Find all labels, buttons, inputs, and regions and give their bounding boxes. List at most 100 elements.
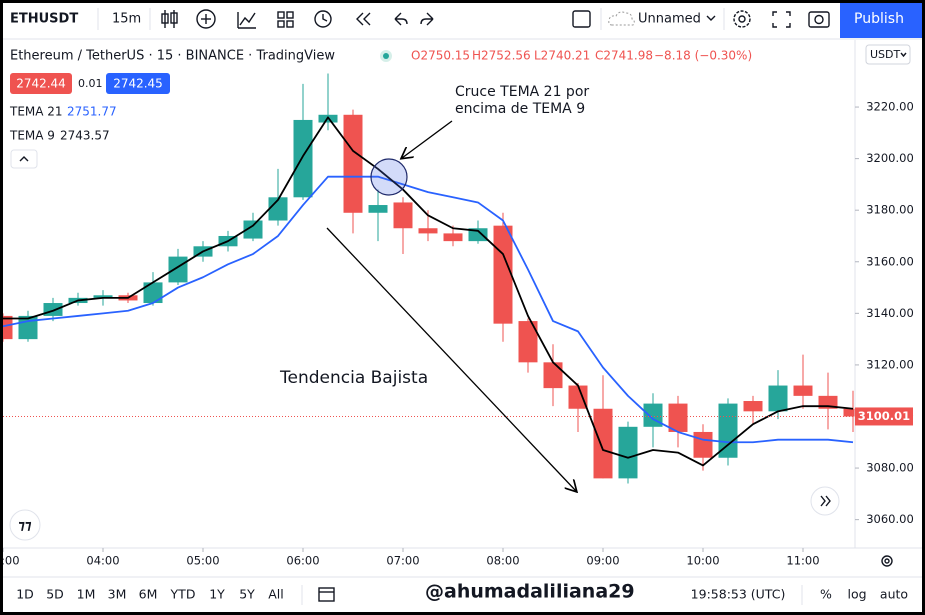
range-button[interactable]: All	[268, 587, 284, 602]
clock[interactable]: 19:58:53 (UTC)	[691, 587, 786, 602]
interval[interactable]: 15m	[112, 12, 141, 27]
range-button[interactable]: YTD	[170, 587, 196, 602]
dropdown-caret[interactable]	[706, 15, 716, 21]
axes: 3060.003080.003100.003120.003140.003160.…	[855, 100, 914, 526]
y-tick-label: 3080.00	[866, 461, 914, 475]
candle-body	[268, 197, 288, 221]
candle-body	[518, 321, 538, 363]
undo-icon[interactable]	[394, 12, 408, 26]
range-button[interactable]: 6M	[139, 587, 158, 602]
candle-body	[393, 202, 413, 229]
spread: 0.01	[78, 77, 103, 90]
candle-body	[3, 315, 13, 340]
currency-button[interactable]	[865, 44, 911, 65]
sell-button[interactable]	[10, 73, 72, 94]
x-tick-label: 07:00	[386, 554, 419, 568]
y-tick-label: 3060.00	[866, 512, 914, 526]
indicator-value: 2751.77	[67, 105, 117, 119]
logo: ⁊⁊	[9, 509, 41, 541]
collapse-caret[interactable]	[19, 156, 29, 162]
layout-name[interactable]: Unnamed	[638, 12, 701, 27]
candle-body	[843, 408, 855, 417]
collapse-button[interactable]	[10, 149, 38, 169]
trend-label: Tendencia Bajista	[279, 368, 428, 388]
candle-body	[618, 426, 638, 479]
log-toggle[interactable]: log	[847, 587, 866, 602]
y-tick-label: 3200.00	[866, 151, 914, 165]
ohlc-open: O2750.15	[411, 49, 470, 63]
publish-label[interactable]: Publish	[854, 11, 904, 27]
range-buttons: 1D 5D 1M 3M 6M YTD 1Y 5Y All	[16, 587, 284, 602]
y-tick-label: 3220.00	[866, 100, 914, 114]
cross-label: Cruce TEMA 21 por	[455, 84, 589, 100]
date-range-icon[interactable]	[318, 587, 335, 602]
candle-body	[543, 362, 563, 389]
candle-body	[743, 401, 763, 412]
y-tick-label: 3160.00	[866, 254, 914, 268]
last-price-box	[855, 407, 913, 426]
snapshot-icon[interactable]	[808, 11, 830, 28]
ohlc-change: −8.18 (−0.30%)	[654, 49, 752, 63]
candle-body	[93, 295, 113, 298]
x-tick-label: 10:00	[686, 554, 719, 568]
buy-button[interactable]	[106, 73, 170, 94]
candle-body	[593, 408, 613, 479]
fullscreen-box[interactable]	[572, 10, 591, 28]
range-button[interactable]: 1M	[77, 587, 96, 602]
symbol[interactable]: ETHUSDT	[10, 12, 78, 27]
candle-body	[493, 225, 513, 324]
axis-settings[interactable]	[881, 555, 893, 567]
alert-icon[interactable]	[314, 10, 332, 28]
candle-body	[443, 233, 463, 242]
x-tick-label: 05:00	[186, 554, 219, 568]
plot-area	[3, 73, 855, 484]
svg-text:⁊⁊: ⁊⁊	[18, 519, 32, 534]
publish-button[interactable]	[840, 0, 925, 38]
x-tick-label: 08:00	[486, 554, 519, 568]
cross-arrow	[402, 120, 453, 158]
currency-caret[interactable]	[900, 52, 907, 58]
compare-icon[interactable]	[237, 12, 256, 29]
candle-body	[693, 431, 713, 458]
candle-body	[293, 119, 313, 198]
scroll-button[interactable]	[810, 486, 840, 516]
fullscreen-icon[interactable]	[772, 11, 791, 28]
sell-price[interactable]: 2742.44	[16, 77, 66, 91]
indicator-line	[3, 175, 854, 444]
buy-price[interactable]: 2742.45	[113, 77, 163, 91]
cross-label: encima de TEMA 9	[455, 101, 585, 117]
indicators-icon[interactable]	[196, 9, 216, 29]
candle-body	[793, 385, 813, 396]
range-button[interactable]: 1Y	[209, 587, 225, 602]
redo-icon[interactable]	[420, 12, 434, 26]
candle-body	[418, 228, 438, 234]
y-tick-label: 3140.00	[866, 306, 914, 320]
candle-body	[43, 303, 63, 316]
x-tick-label: 06:00	[286, 554, 319, 568]
percent-toggle[interactable]: %	[820, 587, 832, 602]
candle-body	[18, 315, 38, 340]
cross-circle	[370, 158, 408, 196]
annotations: Cruce TEMA 21 por encima de TEMA 9 Tende…	[279, 84, 589, 491]
range-button[interactable]: 5Y	[239, 587, 255, 602]
indicator-name: TEMA 9	[9, 129, 55, 143]
x-tick-label: 09:00	[586, 554, 619, 568]
layout-icon[interactable]	[277, 11, 294, 28]
replay-icon[interactable]	[356, 12, 371, 26]
range-button[interactable]: 3M	[108, 587, 127, 602]
range-button[interactable]: 5D	[46, 587, 64, 602]
candles-icon[interactable]	[161, 10, 178, 28]
range-button[interactable]: 1D	[16, 587, 34, 602]
auto-toggle[interactable]: auto	[880, 587, 908, 602]
candle-body	[343, 114, 363, 213]
y-tick-label: 3120.00	[866, 357, 914, 371]
legend: Ethereum / TetherUS · 15 · BINANCE · Tra…	[9, 49, 752, 169]
watermark: @ahumadaliliana29	[425, 581, 635, 603]
trend-arrow	[326, 227, 576, 491]
currency[interactable]: USDT	[870, 48, 901, 61]
candle-body	[568, 385, 588, 409]
candle-body	[768, 385, 788, 412]
settings-icon[interactable]	[733, 10, 751, 28]
